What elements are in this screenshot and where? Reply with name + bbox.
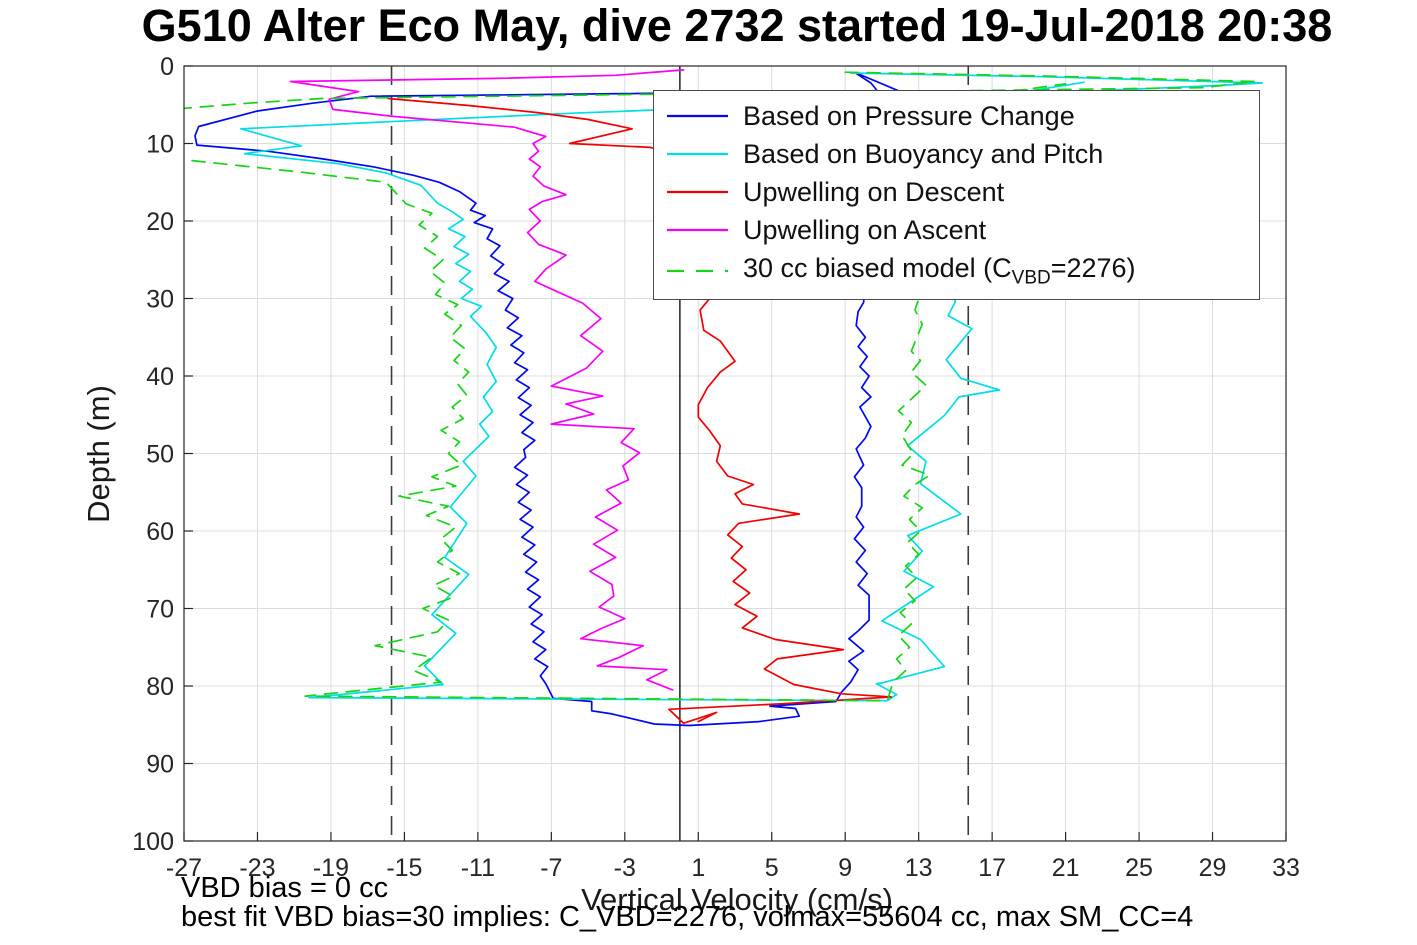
y-tick-label: 40: [146, 363, 174, 391]
y-tick-label: 90: [146, 751, 174, 779]
x-tick-label: 21: [1052, 854, 1080, 882]
legend-item-label: 30 cc biased model (CVBD=2276): [743, 252, 1136, 288]
vbd-bias-annotation: VBD bias = 0 cc: [181, 872, 389, 904]
x-tick-label: -27: [166, 854, 202, 882]
y-axis-label: Depth (m): [81, 385, 116, 523]
figure-title: G510 Alter Eco May, dive 2732 started 19…: [141, 0, 1333, 51]
y-tick-label: 80: [146, 673, 174, 701]
y-tick-label: 10: [146, 131, 174, 159]
legend: Based on Pressure Change Based on Buoyanc…: [653, 90, 1260, 300]
x-tick-label: -15: [386, 854, 422, 882]
legend-sample-line: [667, 153, 728, 156]
x-tick-label: 33: [1272, 854, 1300, 882]
legend-sample-line: [667, 229, 728, 232]
x-tick-label: -11: [461, 854, 495, 882]
x-tick-label: 9: [838, 854, 852, 882]
legend-sample-line: [667, 115, 728, 118]
x-tick-label: -23: [239, 854, 275, 882]
x-tick-label: 25: [1125, 854, 1153, 882]
legend-item-upwelling-on-ascent: Upwelling on Ascent: [666, 215, 1253, 246]
y-tick-label: 70: [146, 596, 174, 624]
x-tick-label: -7: [540, 854, 562, 882]
y-tick-label: 60: [146, 518, 174, 546]
legend-item-based-on-buoyancy-and-pitch: Based on Buoyancy and Pitch: [666, 139, 1253, 170]
x-tick-label: 13: [905, 854, 933, 882]
series-path-based-on-pressure-change: [194, 72, 900, 727]
title-clip-region: G510 Alter Eco May, dive 2732 started 19…: [0, 0, 1417, 60]
legend-item-label: Upwelling on Descent: [743, 176, 1005, 207]
legend-sample-line: [667, 191, 728, 194]
y-tick-label: 50: [146, 441, 174, 469]
legend-item-based-on-pressure-change: Based on Pressure Change: [666, 101, 1253, 132]
series-path-based-on-buoyancy-and-pitch: [240, 72, 1263, 702]
legend-item-label: Based on Pressure Change: [743, 100, 1075, 131]
legend-item-label: Upwelling on Ascent: [743, 214, 987, 245]
x-tick-label: 1: [691, 854, 705, 882]
best-fit-annotation: best fit VBD bias=30 implies: C_VBD=2276…: [181, 901, 1194, 933]
x-tick-label: -19: [313, 854, 349, 882]
series-path-30cc-biased-model: [184, 71, 1256, 702]
y-tick-label: 0: [160, 53, 174, 81]
x-tick-label: -3: [614, 854, 636, 882]
legend-item-upwelling-on-descent: Upwelling on Descent: [666, 177, 1253, 208]
legend-sample-line: [667, 269, 728, 272]
legend-item-30cc-biased-model: 30 cc biased model (CVBD=2276): [666, 253, 1253, 289]
y-tick-label: 30: [146, 286, 174, 314]
x-axis-label: Vertical Velocity (cm/s): [581, 882, 893, 917]
y-tick-label: 100: [132, 828, 174, 856]
x-tick-label: 17: [978, 854, 1006, 882]
series-path-upwelling-on-ascent: [289, 69, 685, 691]
x-tick-label: 5: [765, 854, 779, 882]
y-tick-label: 20: [146, 208, 174, 236]
x-tick-label: 29: [1199, 854, 1227, 882]
legend-item-label: Based on Buoyancy and Pitch: [743, 138, 1104, 169]
